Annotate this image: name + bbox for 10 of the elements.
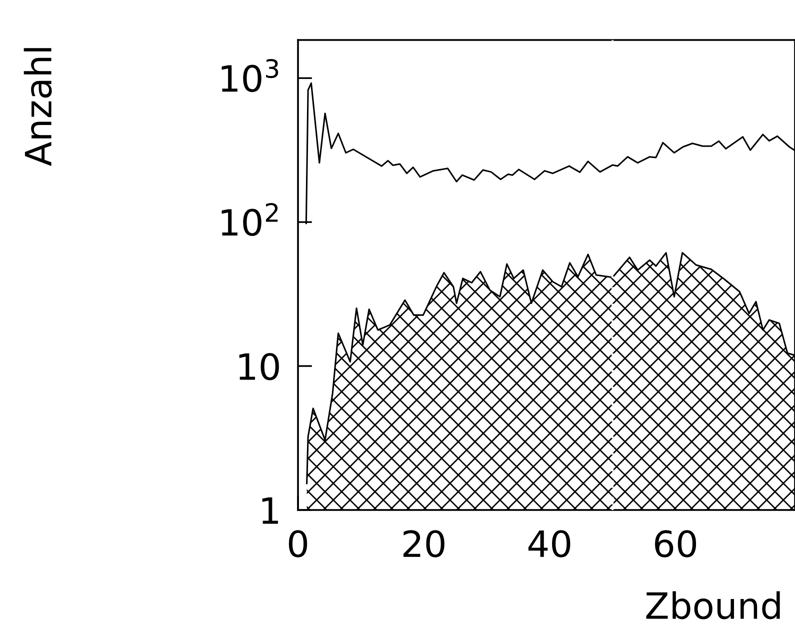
y-tick-label: 10$^{3}$ [222,58,278,92]
y-axis-title: Anzahl [24,48,52,166]
x-tick-label: 20 [403,530,444,558]
x-tick-label: 0 [288,530,308,558]
y-tick-label: 10$^{2}$ [222,202,278,236]
y-tick-label: 10 [239,352,279,380]
x-tick-label: 40 [528,530,570,558]
x-tick-label: 60 [655,530,696,558]
x-axis-title: Zbound [646,591,780,620]
y-tick-label: 1 [262,497,278,524]
